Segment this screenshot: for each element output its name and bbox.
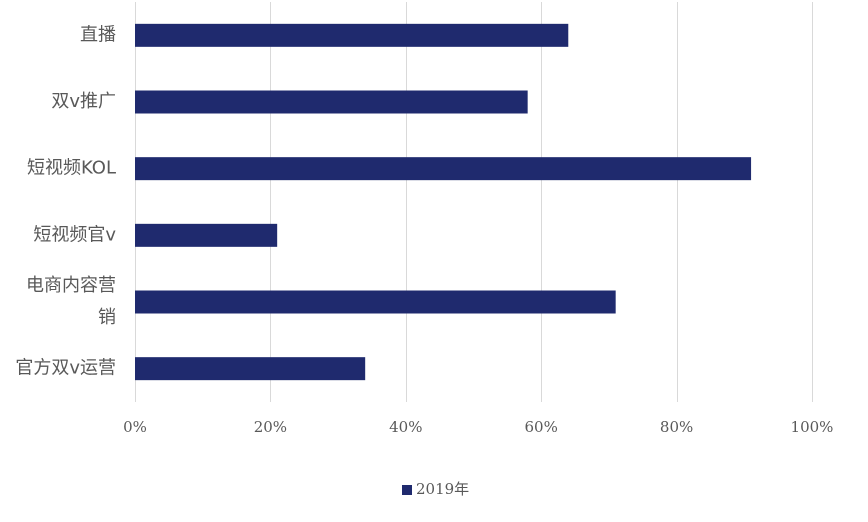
legend-label: 2019年 xyxy=(416,480,469,498)
x-tick-label-4: 80% xyxy=(660,418,693,436)
category-label-3: 短视频官v xyxy=(33,224,116,245)
category-label-0: 直播 xyxy=(80,24,116,45)
bar-4 xyxy=(135,290,616,314)
bar-1 xyxy=(135,90,528,114)
bar-2 xyxy=(135,157,752,181)
x-tick-label-3: 60% xyxy=(525,418,558,436)
x-tick-label-0: 0% xyxy=(123,418,147,436)
category-label-5: 官方双v运营 xyxy=(15,358,116,379)
bars xyxy=(135,23,752,381)
gridlines xyxy=(135,2,813,402)
x-tick-labels: 0% 20% 40% 60% 80% 100% xyxy=(123,418,833,436)
legend-swatch xyxy=(402,485,412,495)
x-tick-label-1: 20% xyxy=(254,418,287,436)
category-label-2: 短视频KOL xyxy=(27,158,116,179)
bar-5 xyxy=(135,357,366,381)
bar-0 xyxy=(135,23,569,47)
category-label-4: 电商内容营销 xyxy=(26,275,116,328)
x-tick-label-2: 40% xyxy=(389,418,422,436)
x-tick-label-5: 100% xyxy=(791,418,834,436)
bar-3 xyxy=(135,223,278,247)
legend: 2019年 xyxy=(402,480,469,498)
category-label-1: 双v推广 xyxy=(51,91,116,112)
